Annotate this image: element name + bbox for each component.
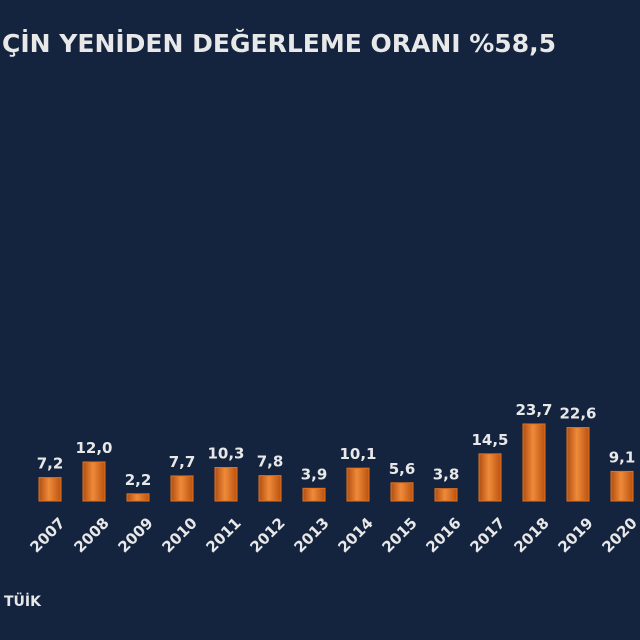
bar [126,493,150,502]
value-label: 9,1 [609,448,636,466]
bar [302,487,326,502]
bar [38,477,62,502]
value-label: 12,0 [75,439,112,457]
bar [434,488,458,502]
value-label: 10,3 [207,445,244,463]
bar [82,461,106,502]
value-label: 14,5 [471,431,508,449]
chart-title: ÇİN YENİDEN DEĞERLEME ORANI %58,5 [2,28,556,58]
bar [258,475,282,502]
bar [214,467,238,502]
value-label: 3,9 [301,465,328,483]
value-label: 10,1 [339,445,376,463]
value-label: 5,6 [389,460,416,478]
bar [478,453,502,502]
bar [346,467,370,502]
bar [390,482,414,502]
source: TÜİK [4,592,42,610]
value-label: 7,2 [37,455,64,473]
value-label: 23,7 [515,401,552,419]
bar [170,475,194,502]
bar [610,470,634,502]
bar [566,427,590,502]
bar [522,423,546,502]
value-label: 22,6 [559,405,596,423]
value-label: 7,8 [257,453,284,471]
value-label: 2,2 [125,471,152,489]
value-label: 7,7 [169,453,196,471]
value-label: 3,8 [433,466,460,484]
